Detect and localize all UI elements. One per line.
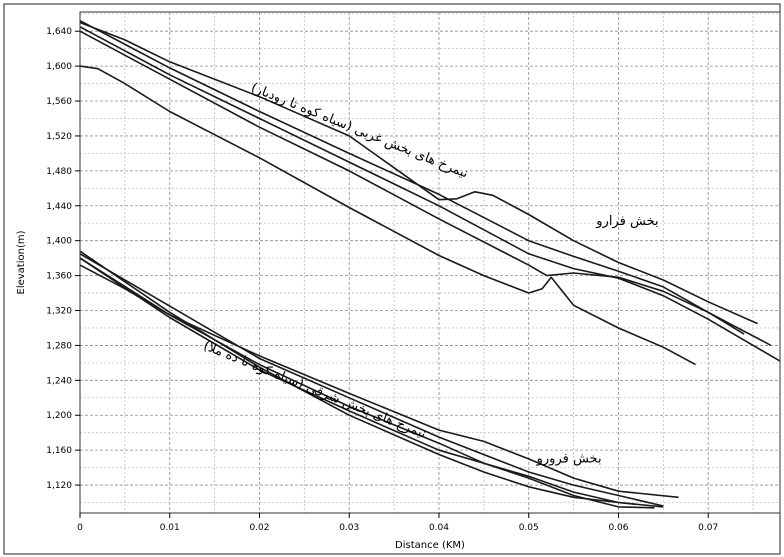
profile-line-6 bbox=[79, 253, 664, 507]
profile-line-10 bbox=[79, 257, 637, 506]
profile-line-9 bbox=[79, 264, 679, 499]
x-axis-title: Distance (KM) bbox=[395, 540, 465, 551]
y-tick-label: 1,120 bbox=[46, 481, 72, 491]
profile-line-3 bbox=[79, 26, 781, 362]
y-tick-label: 1,440 bbox=[46, 202, 72, 212]
y-tick-label: 1,160 bbox=[46, 446, 72, 456]
y-tick-label: 1,480 bbox=[46, 167, 72, 177]
series-lines bbox=[79, 19, 781, 509]
y-tick-label: 1,360 bbox=[46, 272, 72, 282]
profile-line-8 bbox=[79, 250, 664, 508]
profile-line-4 bbox=[79, 30, 772, 347]
x-tick-label: 0.01 bbox=[160, 523, 180, 533]
y-tick-label: 1,560 bbox=[46, 97, 72, 107]
profile-line-5 bbox=[79, 65, 696, 366]
x-tick-label: 0 bbox=[77, 523, 83, 533]
y-tick-label: 1,640 bbox=[46, 27, 72, 37]
annotation-2: بخش فرارو bbox=[595, 214, 658, 229]
plot-border bbox=[79, 11, 781, 514]
y-tick-label: 1,400 bbox=[46, 237, 72, 247]
profile-line-1 bbox=[79, 21, 758, 325]
y-tick-label: 1,280 bbox=[46, 341, 72, 351]
y-axis-title: Elevation(m) bbox=[16, 230, 27, 294]
y-tick-label: 1,200 bbox=[46, 411, 72, 421]
profile-line-2 bbox=[79, 19, 745, 335]
x-tick-label: 0.04 bbox=[429, 523, 449, 533]
y-tick-label: 1,520 bbox=[46, 132, 72, 142]
x-tick-label: 0.05 bbox=[519, 523, 539, 533]
axes: 0 0.01 0.02 0.03 0.04 0.05 0.06 0.07 1,120 1,160 1… bbox=[46, 11, 781, 533]
y-tick-label: 1,320 bbox=[46, 307, 72, 317]
y-tick-label: 1,600 bbox=[46, 62, 72, 72]
x-tick-label: 0.07 bbox=[698, 523, 718, 533]
y-tick-label: 1,240 bbox=[46, 376, 72, 386]
annotation-4: بخش فرورو bbox=[536, 451, 602, 466]
x-tick-label: 0.06 bbox=[608, 523, 628, 533]
x-tick-label: 0.02 bbox=[249, 523, 269, 533]
x-tick-label: 0.03 bbox=[339, 523, 359, 533]
